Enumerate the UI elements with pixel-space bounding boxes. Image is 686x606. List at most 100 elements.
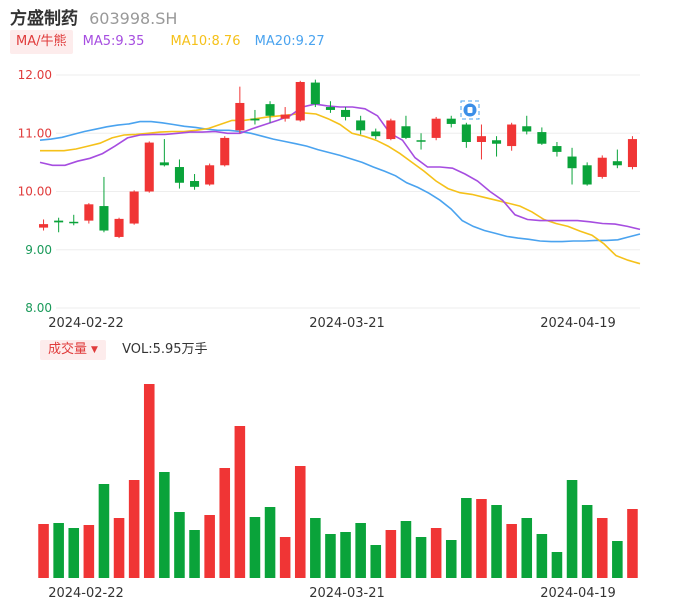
candle [325, 101, 335, 113]
price-x-axis: 2024-02-22 2024-03-21 2024-04-19 [48, 316, 616, 331]
volume-bar [249, 517, 261, 578]
candle-body [250, 118, 260, 121]
volume-bar [415, 537, 427, 578]
ma-legend: MA/牛熊 MA5:9.35 MA10:8.76 MA20:9.27 [10, 30, 325, 54]
price-y-axis: 12.00 11.00 10.00 9.00 8.00 [18, 68, 52, 315]
candle-body [627, 139, 637, 168]
ma-indicator-tab[interactable]: MA/牛熊 [10, 30, 73, 54]
volume-bar [461, 498, 472, 578]
candle [190, 174, 200, 190]
candle-body [220, 137, 230, 166]
candle [220, 136, 230, 167]
stock-code: 603998.SH [89, 9, 178, 28]
volume-bar [279, 537, 291, 578]
event-marker-icon[interactable] [460, 100, 480, 120]
volume-bar [53, 523, 64, 578]
candle-body [492, 140, 502, 144]
candle-body [461, 124, 471, 142]
candle [492, 136, 502, 157]
candle [401, 115, 411, 140]
y-tick-label: 12.00 [18, 68, 52, 82]
x-tick-label: 2024-02-22 [48, 586, 124, 601]
candle-body [597, 157, 607, 177]
volume-bar [38, 524, 49, 578]
candle-body [537, 132, 547, 144]
volume-bar [596, 518, 608, 578]
volume-indicator-label: 成交量 [48, 342, 88, 357]
volume-bar [143, 384, 155, 578]
candle [114, 217, 124, 239]
volume-bar [174, 512, 185, 578]
candle [476, 124, 486, 160]
candle [522, 115, 532, 135]
x-tick-label: 2024-04-19 [540, 586, 616, 601]
candle-body [265, 104, 275, 116]
candle [341, 107, 351, 121]
legend-ma20: MA20:9.27 [254, 34, 325, 49]
candle-body [612, 161, 622, 166]
volume-bar [294, 466, 306, 578]
volume-bar [325, 534, 336, 578]
candle [54, 217, 64, 233]
candle [295, 80, 305, 122]
candlestick-series [39, 79, 637, 239]
volume-bar [445, 540, 457, 578]
volume-bar [159, 472, 170, 578]
volume-bar [113, 518, 125, 578]
volume-bar [476, 499, 487, 578]
volume-bar [234, 426, 246, 578]
candle [507, 122, 517, 151]
volume-bar [370, 545, 382, 578]
x-tick-label: 2024-02-22 [48, 316, 124, 331]
caret-down-icon: ▼ [91, 345, 98, 355]
volume-bar [566, 480, 578, 578]
candle [612, 149, 622, 169]
legend-ma10: MA10:8.76 [170, 34, 241, 49]
candle-body [401, 126, 411, 138]
candle-body [552, 146, 562, 152]
volume-bar [400, 521, 412, 578]
x-tick-label: 2024-03-21 [309, 586, 385, 601]
volume-bar [581, 505, 593, 578]
volume-bar [521, 518, 533, 578]
volume-legend: 成交量 ▼ VOL:5.95万手 [40, 340, 208, 362]
volume-bar [68, 528, 80, 578]
y-tick-label: 10.00 [18, 185, 52, 199]
volume-indicator-dropdown[interactable]: 成交量 ▼ [40, 340, 106, 360]
volume-bar [219, 468, 231, 578]
candle [431, 116, 441, 141]
candle [356, 115, 366, 135]
candle [371, 128, 381, 140]
x-tick-label: 2024-04-19 [540, 316, 616, 331]
candle [310, 79, 320, 108]
volume-bar [627, 509, 638, 578]
candle-body [356, 120, 366, 131]
candle-body [144, 142, 154, 192]
volume-bar [506, 524, 517, 578]
x-tick-label: 2024-03-21 [309, 316, 385, 331]
candle [69, 214, 79, 226]
candle-body [280, 114, 290, 119]
candle-body [386, 120, 396, 140]
y-tick-label: 9.00 [25, 243, 52, 257]
candle [144, 141, 154, 193]
candle-body [295, 81, 305, 121]
ma20-line [39, 120, 641, 243]
candle [235, 86, 245, 134]
volume-x-axis: 2024-02-22 2024-03-21 2024-04-19 [48, 586, 616, 601]
candle [174, 159, 184, 189]
candle-body [522, 126, 532, 132]
candle [567, 147, 577, 185]
candle-body [174, 167, 184, 183]
candle [205, 163, 215, 186]
volume-bar [83, 525, 95, 578]
candle-body [310, 82, 320, 105]
candle-body [416, 140, 426, 142]
candle-body [205, 165, 215, 185]
candle-body [507, 124, 517, 147]
volume-series [38, 384, 638, 578]
candle-body [567, 156, 577, 169]
candle [582, 162, 592, 186]
candle [250, 109, 260, 125]
